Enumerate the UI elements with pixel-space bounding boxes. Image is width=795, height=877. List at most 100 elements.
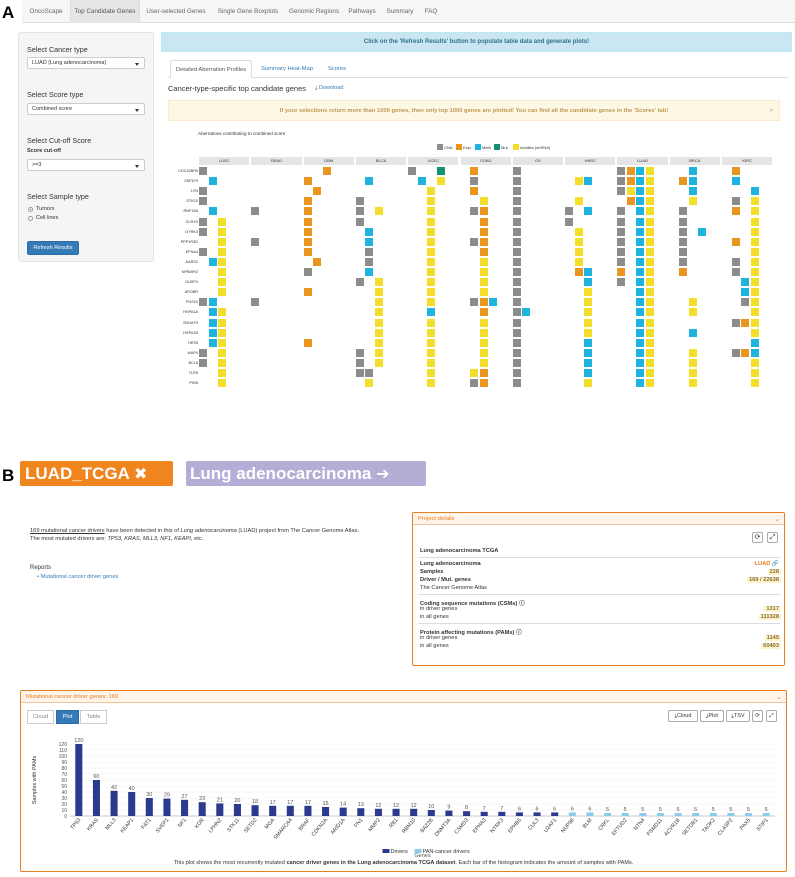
- tab-summary-heatmap[interactable]: Summary Heat-Map: [261, 66, 313, 72]
- heatmap-cell: [645, 268, 654, 276]
- cancer-type-label: Select Cancer type: [27, 45, 88, 54]
- bar-svep1: [163, 798, 171, 816]
- nav-tab-single-gene-boxplots[interactable]: Single Gene Boxplots: [217, 8, 279, 15]
- tumors-radio[interactable]: [28, 207, 33, 212]
- heatmap-cell: [303, 217, 312, 226]
- download-icon: ⤓: [315, 85, 319, 91]
- project-details-header[interactable]: Project details ⌄: [413, 513, 784, 525]
- pd-divider: [418, 623, 780, 624]
- download-plot-button[interactable]: ⤓Plot: [700, 710, 724, 722]
- bar-kras: [92, 780, 100, 816]
- x-tick-label: CDKN2A: [311, 817, 330, 838]
- bar-value-label: 15: [323, 801, 329, 807]
- heatmap-cell: [218, 268, 226, 276]
- cell-lines-radio[interactable]: [28, 216, 33, 221]
- gene-label-sdhaf3: SDHAF3: [183, 320, 198, 325]
- project-badge[interactable]: LUAD_TCGA ✖: [20, 461, 173, 486]
- heatmap-cell: [512, 288, 521, 297]
- info-icon[interactable]: ⓘ: [518, 601, 525, 607]
- cutoff-select[interactable]: >=3: [27, 159, 145, 171]
- bar-value-label: 7: [483, 806, 486, 812]
- driver-genes-header[interactable]: Mutational cancer driver genes: 169 ⌄: [21, 691, 786, 703]
- heatmap-cell: [365, 177, 374, 186]
- heatmap-cell: [479, 278, 488, 287]
- bar-ntrk3: [498, 811, 506, 816]
- reports-item[interactable]: • Mutational cancer driver genes: [37, 574, 119, 580]
- nav-tab-faq[interactable]: FAQ: [424, 8, 438, 15]
- x-tick-label: SETDB1: [681, 817, 699, 837]
- heatmap-cell: [645, 207, 654, 216]
- heatmap-cell: [636, 278, 645, 287]
- cancer-type-select[interactable]: LUAD (Lung adenocarcinoma): [27, 57, 145, 69]
- download-link[interactable]: ⤓ Download: [315, 85, 343, 92]
- heatmap-cell: [574, 257, 583, 266]
- heatmap-cell: [374, 308, 383, 317]
- view-plot-button[interactable]: Plot: [56, 710, 79, 724]
- download-label: Download: [318, 85, 344, 91]
- pd-cancer-code[interactable]: LUAD 🔗: [753, 561, 781, 567]
- heatmap-cell: [427, 338, 436, 347]
- nav-tab-top-candidate-genes[interactable]: Top Candidate Genes: [70, 0, 140, 23]
- heatmap-cell: [645, 288, 654, 297]
- heatmap-cell: [731, 207, 740, 216]
- y-tick-label: 50: [61, 784, 67, 790]
- x-tick-label: MGA: [264, 817, 277, 830]
- download-icon: ⤓: [731, 713, 734, 719]
- heatmap-cell: [679, 217, 688, 226]
- heatmap-cell: [479, 308, 488, 317]
- top-nav: OncoScape Top Candidate Genes User-selecte…: [22, 0, 795, 23]
- download-plot-label: Plot: [708, 713, 718, 719]
- view-table-button[interactable]: Table: [80, 710, 107, 724]
- x-tick-label: TAOK2: [701, 817, 717, 834]
- chevron-down-icon[interactable]: ⌄: [774, 516, 780, 523]
- nav-tab-pathways[interactable]: Pathways: [348, 8, 376, 15]
- heatmap-cell: [617, 167, 626, 175]
- tab-scores[interactable]: Scores: [327, 66, 347, 72]
- heatmap-cell: [731, 268, 740, 276]
- cancer-badge[interactable]: Lung adenocarcinoma ➔: [186, 461, 426, 486]
- bar-blm: [586, 812, 594, 816]
- expand-icon[interactable]: ⤢: [766, 710, 777, 722]
- refresh-icon[interactable]: ⟳: [752, 710, 763, 722]
- nav-tab-oncoscape[interactable]: OncoScape: [29, 8, 63, 15]
- heatmap-cell: [470, 177, 478, 186]
- pd-pam-all-label: in all genes: [420, 643, 449, 649]
- refresh-results-button[interactable]: Refresh Results: [27, 241, 79, 255]
- bar-lphn2: [216, 803, 224, 816]
- heatmap-cell: [374, 338, 383, 347]
- download-cloud-button[interactable]: ⤓Cloud: [668, 710, 698, 722]
- y-tick-label: 0: [64, 814, 67, 820]
- heatmap-cell: [470, 369, 478, 377]
- download-icon: ⤓: [706, 713, 709, 719]
- view-cloud-button[interactable]: Cloud: [27, 710, 54, 724]
- nav-tab-summary[interactable]: Summary: [386, 8, 414, 15]
- score-type-select[interactable]: Combined score: [27, 103, 145, 115]
- chevron-down-icon[interactable]: ⌄: [776, 694, 782, 701]
- heatmap-cell: [688, 328, 697, 337]
- heatmap-cell: [688, 358, 697, 367]
- info-icon[interactable]: ⓘ: [515, 630, 522, 636]
- nav-tab-user-selected-genes[interactable]: User-selected Genes: [146, 8, 206, 15]
- legend-label-pan-cancer: PAN-cancer drivers: [423, 849, 471, 855]
- heatmap-cell: [750, 298, 759, 307]
- x-tick-label: KDR: [194, 817, 206, 830]
- cancer-header-blca: BLCA: [355, 157, 407, 165]
- heatmap-cell: [645, 328, 654, 337]
- tab-detailed-profiles[interactable]: Detailed Aberration Profiles: [170, 60, 252, 78]
- close-icon[interactable]: ×: [769, 108, 773, 114]
- expand-icon[interactable]: ⤢: [767, 532, 778, 543]
- driver-genes-title: Mutational cancer driver genes: 169: [26, 694, 119, 700]
- bar-value-label: 17: [287, 800, 293, 806]
- heatmap-cell: [470, 207, 478, 216]
- nav-tab-genomic-regions[interactable]: Genomic Regions: [288, 8, 340, 15]
- refresh-icon[interactable]: ⟳: [752, 532, 763, 543]
- x-tick-label: NUP98: [560, 817, 576, 834]
- download-tsv-button[interactable]: ⤓TSV: [726, 710, 750, 722]
- heatmap-cell: [574, 227, 583, 236]
- drivers-link[interactable]: 169 mutational cancer drivers: [30, 528, 105, 534]
- bar-mga: [269, 805, 277, 816]
- pd-divider: [418, 594, 780, 595]
- chart-caption: This plot shows the most recurrently mut…: [20, 860, 787, 866]
- heatmap-cell: [365, 379, 374, 388]
